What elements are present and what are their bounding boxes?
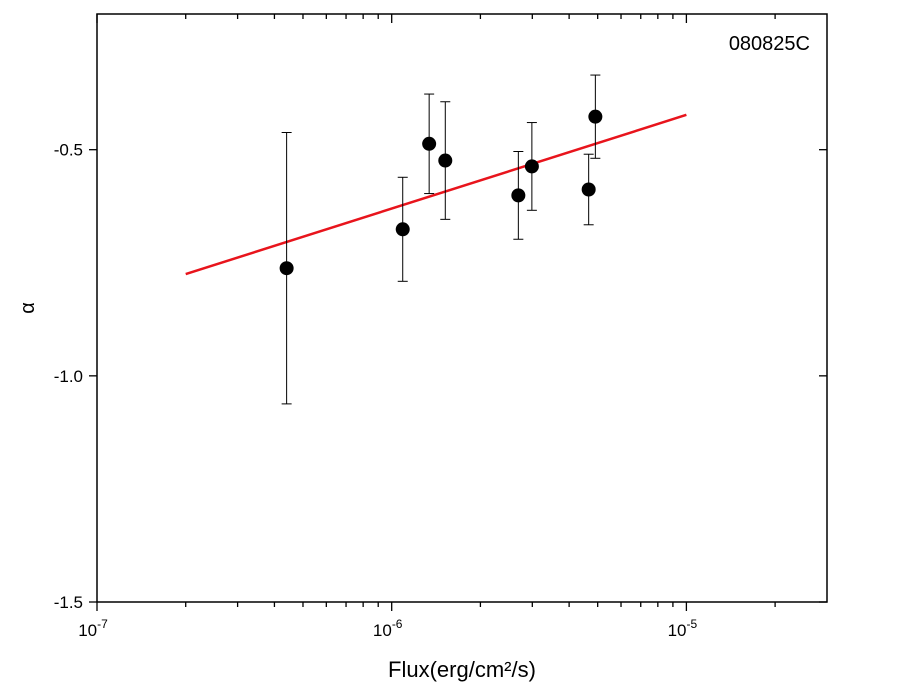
point [511,188,526,203]
point [581,182,596,197]
x-tick-label: 10-7 [78,617,108,640]
y-tick-label: -1.5 [54,593,83,612]
x-tick-power: -6 [392,617,403,631]
x-tick-base: 10 [78,621,97,640]
x-tick-label: 10-5 [668,617,698,640]
x-axis-label: Flux(erg/cm²/s) [388,657,536,682]
plot-frame [96,13,828,603]
point [438,153,453,168]
y-tick-label: -0.5 [54,141,83,160]
x-tick-base: 10 [373,621,392,640]
point [588,109,603,124]
x-tick-power: -7 [97,617,108,631]
fit-line [185,113,687,276]
point [524,159,539,174]
annotation: 080825C [729,33,810,55]
x-tick-base: 10 [668,621,687,640]
x-tick-label: 10-6 [373,617,403,640]
point [422,136,437,151]
x-tick-power: -5 [687,617,698,631]
y-tick-label: -1.0 [54,367,83,386]
point [395,222,410,237]
y-axis-label: α [17,302,39,314]
point [279,261,294,276]
